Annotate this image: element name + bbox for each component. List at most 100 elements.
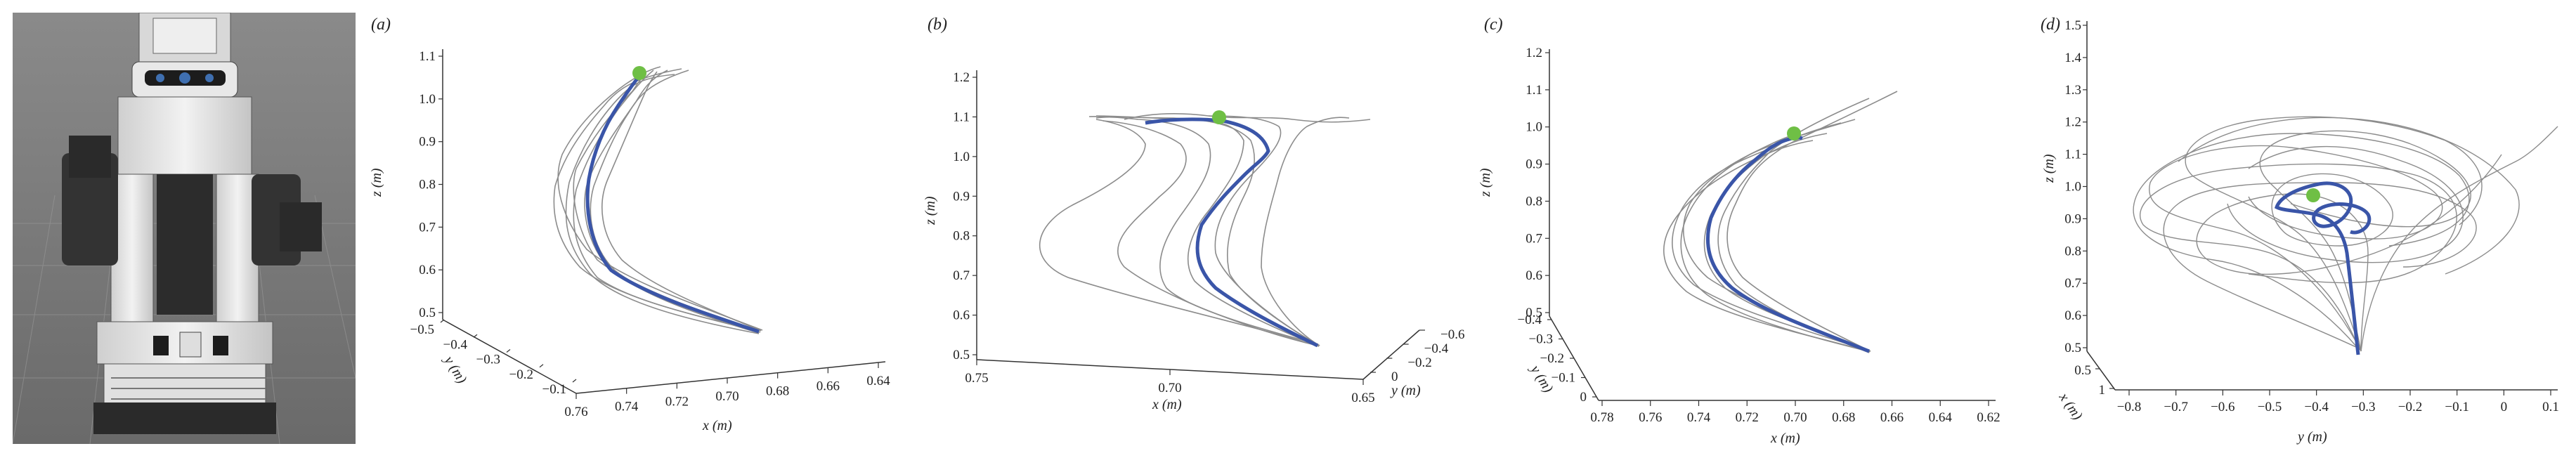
tick-label: 1.0 xyxy=(953,150,970,164)
tick-label: 1.2 xyxy=(953,70,970,85)
tick-label: 0.65 xyxy=(1351,391,1374,405)
goal-marker xyxy=(2306,188,2320,202)
demo-trajectory xyxy=(601,71,762,332)
tick-label: 0.8 xyxy=(953,229,970,244)
tick-label: 0.72 xyxy=(1736,410,1759,425)
y-axis-label: y (m) xyxy=(441,352,470,386)
tick-label: −0.2 xyxy=(1407,355,1431,370)
demo-trajectory xyxy=(1088,116,1320,346)
goal-marker xyxy=(632,66,646,80)
z-ticks: 0.5 0.6 0.7 0.8 0.9 1.0 1.1 1.2 xyxy=(953,70,977,362)
tick-label: 1.2 xyxy=(1526,46,1542,60)
y-ticks: 0 −0.2−0.4−0.6 xyxy=(1370,327,1464,384)
tick-label: −0.6 xyxy=(1440,327,1464,342)
chart-panel-d: (d) 0.5 0.6 0.7 0.8 0.9 1.0 1.1 1.2 1.3 1.4 1.5 0.… xyxy=(2041,15,2559,445)
tick-mark xyxy=(506,349,511,353)
demo-trajectory xyxy=(1124,112,1371,123)
tick-label: 0.68 xyxy=(1832,410,1855,425)
mean-trajectory xyxy=(585,74,760,334)
tick-mark xyxy=(572,379,577,383)
tick-label: 0.8 xyxy=(419,178,436,192)
tick-label: 0.7 xyxy=(1526,231,1542,246)
tick-label: −0.5 xyxy=(410,322,434,337)
tick-label: 0.7 xyxy=(2064,276,2081,291)
tick-label: 0 xyxy=(1391,369,1398,384)
panel-label-d: (d) xyxy=(2041,15,2060,34)
demo-trajectory xyxy=(2163,182,2477,348)
tick-label: 1.5 xyxy=(2064,18,2081,33)
tick-label: 0.5 xyxy=(2074,363,2091,378)
tick-label: 0.76 xyxy=(564,405,587,419)
tick-label: 0.9 xyxy=(1526,157,1542,172)
tick-label: 1 xyxy=(2099,383,2106,398)
tick-label: 0.9 xyxy=(2064,211,2081,226)
tick-label: 0.1 xyxy=(2542,400,2559,414)
tick-label: 0.72 xyxy=(665,394,689,409)
demo-trajectory xyxy=(2196,154,2502,352)
tick-label: −0.6 xyxy=(2211,400,2235,414)
x-ticks: 0.78 0.76 0.74 0.72 0.70 0.68 0.66 0.64 0.62 xyxy=(1590,400,2001,425)
tick-label: 0.5 xyxy=(2064,341,2081,355)
tick-label: 1.1 xyxy=(2064,148,2081,162)
y-axis-line xyxy=(442,319,577,394)
tick-mark xyxy=(539,364,544,368)
x-ticks: 0.76 0.74 0.72 0.70 0.68 0.66 0.64 xyxy=(564,362,890,419)
y-axis-label: y (m) xyxy=(1390,383,1421,398)
z-axis-label: z (m) xyxy=(923,196,938,225)
demo-trajectory xyxy=(2139,163,2457,351)
z-axis-label: z (m) xyxy=(2041,154,2057,183)
tick-label: 0.6 xyxy=(1526,268,1542,283)
chart-panel-a: (a) 0.50.60.70.80.91.01.1 −0.5−0.4−0.3−0… xyxy=(369,15,890,433)
demo-trajectory xyxy=(584,70,760,334)
x-axis-label: x (m) xyxy=(1770,431,1800,446)
tick-label: 0.68 xyxy=(766,384,789,399)
tick-label: 0.62 xyxy=(1977,410,2000,425)
demo-trajectories xyxy=(1663,91,1898,353)
demo-trajectory xyxy=(2271,173,2393,247)
tick-label: 0.70 xyxy=(715,389,739,404)
demo-trajectories xyxy=(2133,116,2558,352)
z-axis-label: z (m) xyxy=(369,168,384,197)
tick-label: −0.3 xyxy=(476,353,500,367)
demo-trajectory xyxy=(1663,140,1870,352)
goal-marker xyxy=(1212,110,1226,124)
tick-label: 0.5 xyxy=(1526,306,1542,320)
chart-panel-b: (b) 0.5 0.6 0.7 0.8 0.9 1.0 1.1 1.2 0.75 0.70 0.6… xyxy=(923,15,1464,412)
demo-trajectory xyxy=(1208,115,1319,346)
tick-mark xyxy=(473,334,478,338)
tick-label: 0.6 xyxy=(419,263,436,277)
tick-label: −0.4 xyxy=(2304,400,2329,414)
tick-label: −0.1 xyxy=(542,382,566,397)
demo-trajectory xyxy=(1683,133,1870,352)
x-axis-line xyxy=(575,361,886,394)
tick-label: 1.4 xyxy=(2064,51,2081,65)
tick-label: −0.7 xyxy=(2164,400,2187,414)
mean-trajectory xyxy=(1705,136,1870,353)
demo-trajectory xyxy=(1039,119,1320,347)
tick-label: 0.70 xyxy=(1783,410,1807,425)
x-axis-line xyxy=(2086,351,2116,391)
tick-label: 0.7 xyxy=(419,220,436,235)
tick-label: 0.8 xyxy=(1526,194,1542,209)
demo-trajectory xyxy=(2149,145,2443,352)
panel-label-b: (b) xyxy=(928,15,947,34)
panel-label-a: (a) xyxy=(371,15,391,34)
demo-trajectory xyxy=(1102,120,1318,346)
tick-label: 0.6 xyxy=(953,308,970,323)
x-ticks: 0.75 0.70 0.65 xyxy=(965,360,1375,405)
tick-label: 1.0 xyxy=(1526,120,1542,135)
tick-label: −0.1 xyxy=(2445,400,2468,414)
tick-label: 1.3 xyxy=(2064,83,2081,98)
tick-label: −0.2 xyxy=(509,367,533,382)
demo-trajectory xyxy=(1261,117,1350,346)
x-axis-label: x (m) xyxy=(1152,397,1182,412)
demo-trajectory xyxy=(573,70,758,332)
tick-label: −0.1 xyxy=(1552,371,1575,386)
demo-trajectory xyxy=(2360,126,2558,352)
tick-label: 0.5 xyxy=(953,348,970,362)
tick-label: 0.76 xyxy=(1639,410,1662,425)
tick-label: 1.1 xyxy=(1526,83,1542,98)
demo-trajectory xyxy=(2227,145,2464,263)
tick-label: −0.8 xyxy=(2117,400,2141,414)
tick-label: −0.2 xyxy=(1540,351,1564,366)
